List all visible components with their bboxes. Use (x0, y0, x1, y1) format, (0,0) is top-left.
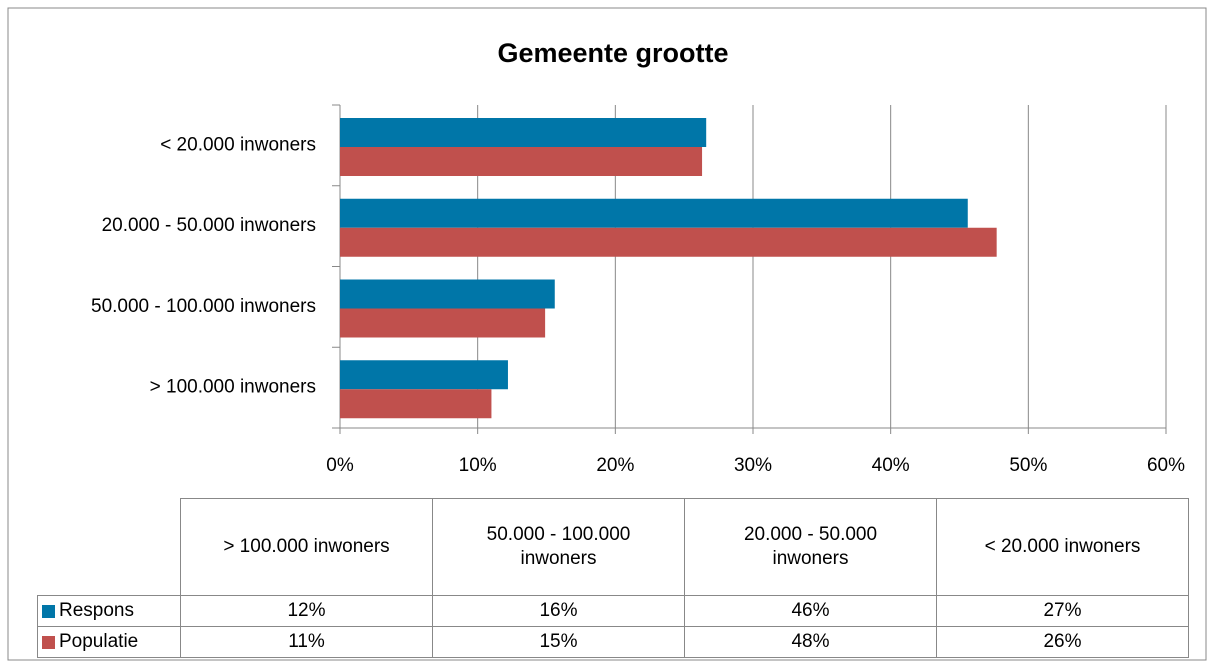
x-tick-label: 40% (872, 455, 910, 476)
bar (340, 147, 703, 176)
bar (340, 279, 555, 309)
table-value: 16% (432, 595, 685, 627)
x-tick-label: 10% (459, 455, 497, 476)
table-value: 11% (180, 626, 433, 658)
table-value-text: 12% (287, 600, 326, 621)
table-value-text: 48% (791, 631, 830, 652)
bar (340, 389, 492, 419)
x-tick-label: 20% (596, 455, 634, 476)
table-value-text: 27% (1043, 600, 1082, 621)
table-value: 15% (432, 626, 685, 658)
table-header-text: > 100.000 inwoners (223, 536, 390, 557)
x-tick-label: 50% (1009, 455, 1047, 476)
x-tick-label: 60% (1147, 455, 1185, 476)
legend-key (42, 635, 55, 649)
chart-border (7, 7, 1207, 661)
x-tick-label: 0% (326, 455, 354, 476)
x-tick-label: 30% (734, 455, 772, 476)
table-value: 46% (684, 595, 937, 627)
legend-entry: Populatie (37, 626, 181, 658)
y-tick-label: 50.000 - 100.000 inwoners (91, 296, 316, 317)
table-value-text: 16% (539, 600, 578, 621)
y-tick-label: 20.000 - 50.000 inwoners (102, 215, 316, 236)
table-value: 48% (684, 626, 937, 658)
y-tick-label: < 20.000 inwoners (160, 134, 316, 155)
table-value: 12% (180, 595, 433, 627)
legend-entry: Respons (37, 595, 181, 627)
table-header-text: < 20.000 inwoners (984, 536, 1141, 557)
table-value: 27% (936, 595, 1189, 627)
legend-entry-text: Populatie (59, 631, 139, 652)
legend-key (42, 604, 55, 618)
table-value-text: 46% (791, 600, 830, 621)
table-header-text: 20.000 - 50.000 inwoners (743, 524, 878, 569)
table-header: 50.000 - 100.000 inwoners (432, 498, 685, 596)
bar (340, 360, 508, 390)
y-tick-label: > 100.000 inwoners (150, 377, 316, 398)
chart-title: Gemeente grootte (497, 38, 728, 68)
bar (340, 118, 707, 147)
table-value-text: 26% (1043, 631, 1082, 652)
table-header: < 20.000 inwoners (936, 498, 1189, 596)
table-value-text: 15% (539, 631, 578, 652)
bar (340, 198, 968, 228)
table-header-text: 50.000 - 100.000 inwoners (486, 524, 631, 569)
legend-entry-text: Respons (59, 600, 134, 621)
bar (340, 308, 546, 338)
table-value-text: 11% (288, 631, 325, 652)
bar (340, 227, 997, 257)
table-header: 20.000 - 50.000 inwoners (684, 498, 937, 596)
table-value: 26% (936, 626, 1189, 658)
table-header: > 100.000 inwoners (180, 498, 433, 596)
